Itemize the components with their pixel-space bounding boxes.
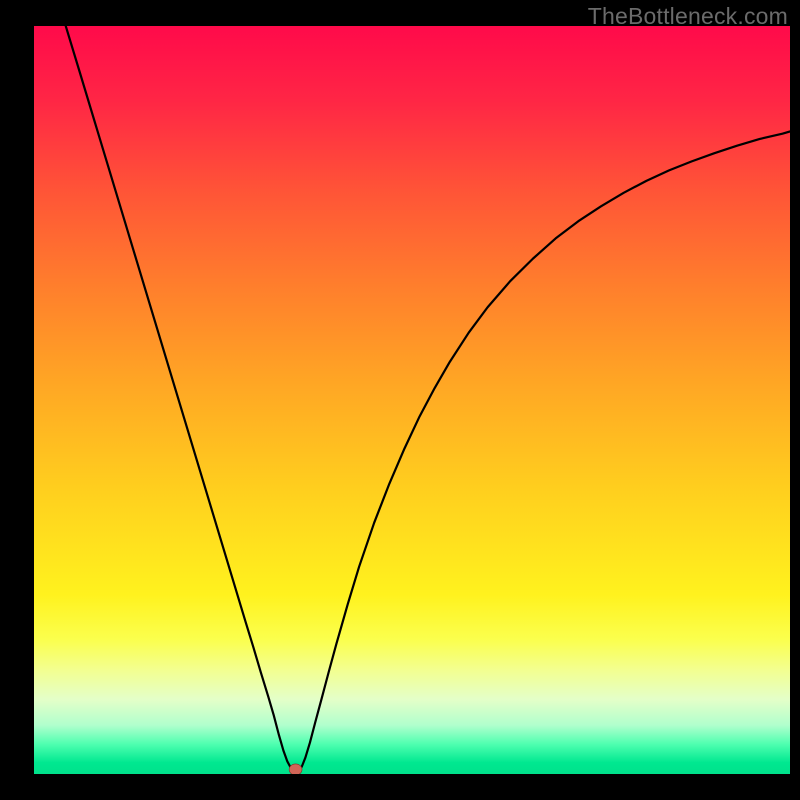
plot-area <box>34 26 790 774</box>
chart-svg <box>34 26 790 774</box>
watermark-text: TheBottleneck.com <box>588 3 788 30</box>
gradient-background <box>34 26 790 774</box>
optimal-point-marker <box>289 764 302 774</box>
chart-frame: TheBottleneck.com <box>0 0 800 800</box>
